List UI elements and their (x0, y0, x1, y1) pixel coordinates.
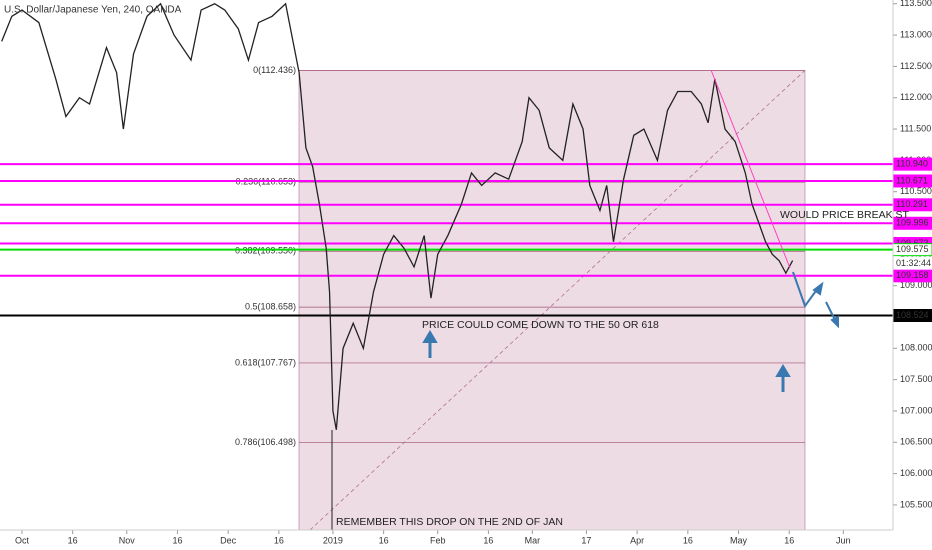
arrows (422, 271, 839, 392)
x-tick-label: 16 (274, 535, 284, 545)
x-tick-label: 16 (483, 535, 493, 545)
x-tick-label: 2019 (323, 535, 343, 545)
y-tick-label: 110.500 (900, 186, 932, 196)
x-tick-label: Mar (525, 535, 541, 545)
fib-label: 0.786(106.498) (235, 437, 296, 447)
y-tick-label: 106.500 (900, 437, 932, 447)
annotation: PRICE COULD COME DOWN TO THE 50 OR 618 (422, 319, 659, 331)
fib-label: 0(112.436) (253, 65, 296, 75)
y-tick-label: 111.500 (900, 123, 931, 133)
price-tag-label: 109.158 (896, 270, 929, 280)
price-tag-label: 109.996 (896, 218, 929, 228)
y-tick-label: 107.500 (900, 374, 932, 384)
x-tick-label: 16 (379, 535, 389, 545)
x-tick-label: 17 (581, 535, 591, 545)
trend-line (710, 69, 791, 269)
price-tag-label: 110.940 (896, 159, 928, 169)
x-tick-label: 16 (172, 535, 182, 545)
fib-label: 0.618(107.767) (235, 357, 296, 367)
countdown: 01:32:44 (896, 258, 931, 268)
y-tick-label: 109.000 (900, 280, 932, 290)
price-tag-label: 109.575 (896, 244, 929, 254)
diagonal (309, 70, 806, 531)
x-tick-label: Apr (630, 535, 644, 545)
fib-box (298, 70, 806, 531)
price-tag-label: 110.671 (896, 175, 928, 185)
y-tick-label: 106.000 (900, 468, 932, 478)
fib-label: 0.5(108.658) (245, 301, 296, 311)
y-tick-label: 108.000 (900, 343, 932, 353)
x-tick-label: 16 (784, 535, 794, 545)
y-tick-label: 112.000 (900, 92, 932, 102)
price-line (1, 2, 794, 430)
x-tick-label: Jun (836, 535, 851, 545)
annotation: WOULD PRICE BREAK ST (780, 209, 910, 221)
price-tag-label: 109.673 (896, 238, 929, 248)
x-tick-label: Nov (119, 535, 136, 545)
price-tag-label: 108.524 (896, 310, 929, 320)
chart-title: U.S. Dollar/Japanese Yen, 240, OANDA (4, 5, 182, 16)
y-tick-label: 113.000 (900, 29, 932, 39)
x-tick-label: Oct (15, 535, 30, 545)
y-tick-label: 107.000 (900, 405, 932, 415)
countdown-tag (893, 257, 932, 270)
x-tick-label: May (730, 535, 748, 545)
y-tick-label: 105.500 (900, 499, 932, 509)
x-tick-label: Dec (220, 535, 237, 545)
price-tag-label: 110.291 (896, 199, 928, 209)
y-tick-label: 112.500 (900, 61, 932, 71)
x-tick-label: 16 (683, 535, 693, 545)
y-tick-label: 113.500 (900, 0, 932, 8)
annotation: REMEMBER THIS DROP ON THE 2ND OF JAN (336, 516, 563, 528)
x-tick-label: Feb (430, 535, 446, 545)
x-tick-label: 16 (68, 535, 78, 545)
